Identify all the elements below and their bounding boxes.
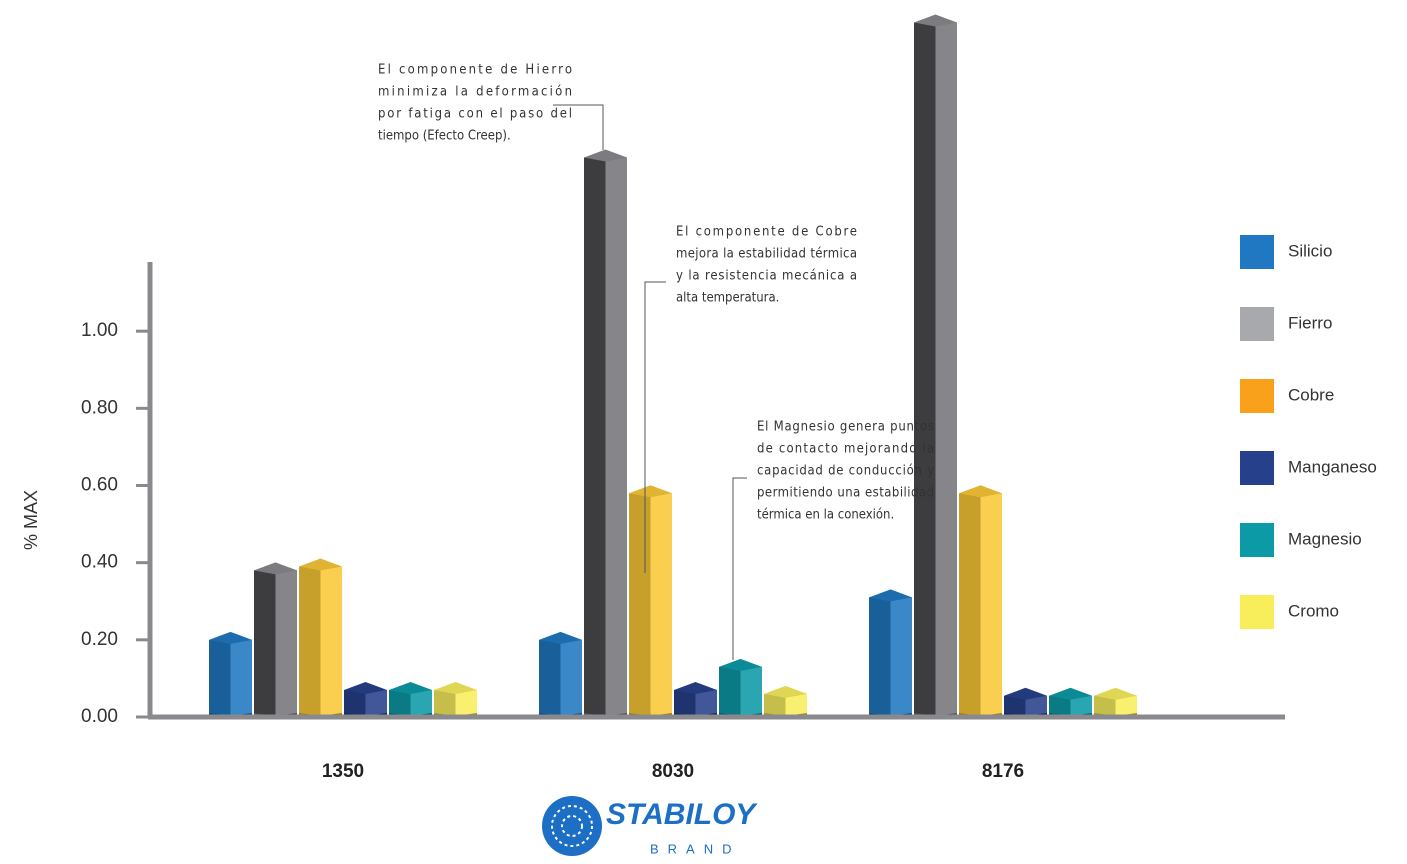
bar-face (695, 689, 717, 717)
y-tick-label: 1.00 (81, 320, 118, 341)
bar-face (560, 639, 582, 717)
annotation-line: por fatiga con el paso del (378, 107, 572, 122)
legend-swatch (1240, 451, 1274, 485)
x-tick-label: 8030 (652, 761, 694, 782)
bar-face (935, 22, 957, 717)
legend-swatch (1240, 379, 1274, 413)
bar-group (674, 681, 717, 717)
annotation-line: térmica en la conexión. (757, 508, 894, 523)
bar-cap (254, 562, 297, 575)
bar-group (389, 681, 432, 717)
y-tick-label: 0.80 (81, 397, 118, 418)
bar-group (254, 562, 297, 717)
logo: STABILOY BRAND (542, 796, 758, 856)
bar-cap (344, 681, 387, 694)
logo-name: STABILOY (606, 798, 758, 831)
bar-cap (674, 681, 717, 694)
bar-cap (539, 631, 582, 644)
bar-group (959, 485, 1002, 717)
logo-icon (542, 796, 602, 856)
bar-face (275, 570, 297, 717)
annotation-line: alta temperatura. (676, 291, 779, 306)
annotation-connector (644, 281, 666, 573)
bar-group (1094, 687, 1137, 717)
legend-label: Manganeso (1288, 457, 1377, 476)
y-tick-label: 0.00 (81, 706, 118, 727)
legend-label: Fierro (1288, 313, 1332, 332)
bar-face (980, 493, 1002, 717)
legend-label: Magnesio (1288, 529, 1362, 548)
bar-group (764, 685, 807, 717)
bar-cap (299, 558, 342, 571)
bar-cap (434, 681, 477, 694)
bar-cap (629, 485, 672, 498)
annotation-line: El componente de Cobre (676, 225, 857, 240)
bar-cap (1004, 687, 1047, 700)
legend-swatch (1240, 307, 1274, 341)
legend-swatch (1240, 595, 1274, 629)
bar-face (1070, 695, 1092, 717)
bar-group (299, 558, 342, 717)
bar-face (410, 689, 432, 717)
bar-cap (764, 685, 807, 698)
annotation-line: y la resistencia mecánica a (676, 269, 857, 284)
bar-cap (584, 149, 627, 162)
bar-group (209, 631, 252, 717)
bar-cap (869, 589, 912, 602)
legend-label: Cobre (1288, 385, 1334, 404)
bar-face (230, 639, 252, 717)
bar-group (344, 681, 387, 717)
bar-cap (914, 14, 957, 27)
annotation-line: tiempo (Efecto Creep). (378, 129, 511, 144)
bar-face (365, 689, 387, 717)
bar-face (785, 693, 807, 717)
bar-group (629, 485, 672, 717)
annotation-line: mejora la estabilidad térmica (676, 247, 857, 262)
annotation-line: minimiza la deformación (378, 85, 572, 100)
bar-cap (959, 485, 1002, 498)
legend-swatch (1240, 235, 1274, 269)
legend-label: Cromo (1288, 601, 1339, 620)
annotation-line: El Magnesio genera puntos (757, 420, 934, 435)
annotation-line: permitiendo una estabilidad (757, 486, 934, 501)
annotation-line: El componente de Hierro (378, 63, 572, 78)
bar-cap (389, 681, 432, 694)
y-tick-label: 0.40 (81, 552, 118, 573)
bar-cap (209, 631, 252, 644)
bar-face (650, 493, 672, 717)
bar-face (890, 597, 912, 717)
bar-face (605, 157, 627, 717)
bar-cap (1094, 687, 1137, 700)
y-tick-label: 0.60 (81, 475, 118, 496)
bar-group (539, 631, 582, 717)
annotation-line: de contacto mejorando la (757, 442, 934, 457)
annotation-line: capacidad de conducción y (757, 464, 934, 479)
bar-group (1004, 687, 1047, 717)
bar-face (1115, 695, 1137, 717)
logo-icon-ring (561, 815, 583, 837)
annotation-connector (553, 104, 604, 150)
bar-face (320, 566, 342, 717)
bar-group (869, 589, 912, 717)
bar-cap (1049, 687, 1092, 700)
x-tick-label: 1350 (322, 761, 364, 782)
annotation-connector (732, 477, 747, 660)
y-axis-label: % MAX (21, 490, 41, 550)
legend-swatch (1240, 523, 1274, 557)
y-tick-label: 0.20 (81, 629, 118, 650)
legend-label: Silicio (1288, 241, 1332, 260)
bar-face (740, 666, 762, 717)
bar-cap (719, 658, 762, 671)
bar-group (1049, 687, 1092, 717)
x-tick-label: 8176 (982, 761, 1024, 782)
bar-face (1025, 695, 1047, 717)
bar-group (719, 658, 762, 717)
logo-sub: BRAND (650, 841, 741, 856)
bar-group (914, 14, 957, 717)
logo-icon-ring (551, 805, 593, 847)
bar-group (434, 681, 477, 717)
bar-group (584, 149, 627, 717)
bar-face (455, 689, 477, 717)
